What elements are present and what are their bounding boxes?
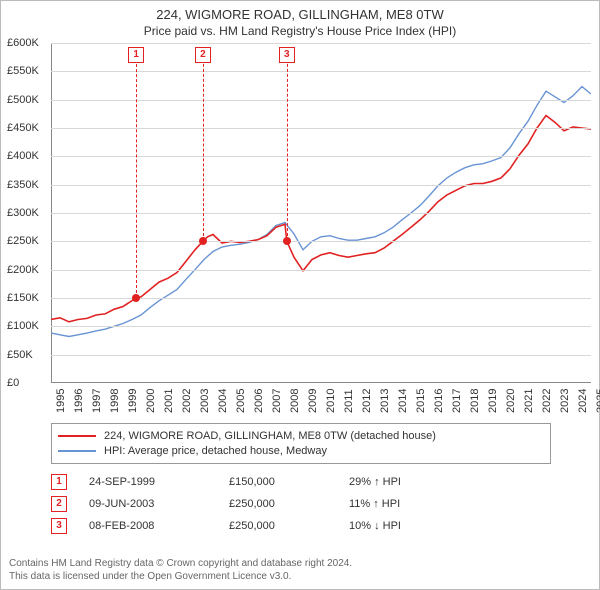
x-tick-label: 2002	[181, 389, 193, 413]
x-tick-label: 1998	[109, 389, 121, 413]
gridline	[51, 71, 591, 72]
x-tick-label: 2014	[397, 389, 409, 413]
gridline	[51, 355, 591, 356]
gridline	[51, 43, 591, 44]
transaction-marker-line	[136, 49, 137, 298]
y-tick-label: £450K	[7, 122, 39, 134]
gridline	[51, 213, 591, 214]
transaction-index-box: 1	[51, 474, 67, 490]
y-tick-label: £250K	[7, 235, 39, 247]
x-tick-label: 2015	[415, 389, 427, 413]
transactions-table: 1 24-SEP-1999£150,00029% ↑ HPI 2 09-JUN-200…	[51, 471, 551, 537]
legend-row-hpi: HPI: Average price, detached house, Medw…	[58, 443, 544, 458]
x-tick-label: 2012	[361, 389, 373, 413]
y-tick-label: £400K	[7, 150, 39, 162]
transaction-date: 09-JUN-2003	[89, 498, 229, 510]
x-tick-label: 2016	[433, 389, 445, 413]
x-tick-label: 2025	[595, 389, 600, 413]
title-sub: Price paid vs. HM Land Registry's House …	[1, 22, 599, 42]
x-tick-label: 1995	[55, 389, 67, 413]
x-tick-label: 2009	[307, 389, 319, 413]
x-tick-label: 2000	[145, 389, 157, 413]
transaction-row: 2 09-JUN-2003£250,00011% ↑ HPI	[51, 493, 551, 515]
x-tick-label: 1999	[127, 389, 139, 413]
gridline	[51, 241, 591, 242]
gridline	[51, 156, 591, 157]
gridline	[51, 128, 591, 129]
x-tick-label: 2019	[487, 389, 499, 413]
x-tick-label: 2018	[469, 389, 481, 413]
transaction-date: 08-FEB-2008	[89, 520, 229, 532]
x-tick-label: 2013	[379, 389, 391, 413]
y-tick-label: £350K	[7, 179, 39, 191]
plot-area: 1 2 3	[51, 43, 591, 383]
y-tick-label: £0	[7, 377, 19, 389]
legend-row-property: 224, WIGMORE ROAD, GILLINGHAM, ME8 0TW (…	[58, 428, 544, 443]
title-main: 224, WIGMORE ROAD, GILLINGHAM, ME8 0TW	[1, 1, 599, 22]
chart-zone: 1 2 3 £0 £50K £100K £150K £200K £250K £300K £350K…	[1, 43, 599, 417]
y-tick-label: £500K	[7, 94, 39, 106]
y-tick-label: £150K	[7, 292, 39, 304]
x-tick-label: 2021	[523, 389, 535, 413]
y-tick-label: £50K	[7, 349, 33, 361]
transaction-row: 1 24-SEP-1999£150,00029% ↑ HPI	[51, 471, 551, 493]
x-tick-label: 2023	[559, 389, 571, 413]
x-tick-label: 2020	[505, 389, 517, 413]
x-tick-label: 2022	[541, 389, 553, 413]
x-tick-label: 2006	[253, 389, 265, 413]
x-tick-label: 1997	[91, 389, 103, 413]
legend-swatch-hpi	[58, 450, 96, 452]
transaction-marker-dot	[199, 237, 207, 245]
gridline	[51, 270, 591, 271]
gridline	[51, 185, 591, 186]
transaction-delta: 10% ↓ HPI	[349, 520, 449, 532]
y-tick-label: £200K	[7, 264, 39, 276]
footer-line1: Contains HM Land Registry data © Crown c…	[9, 558, 593, 571]
transaction-marker-box: 1	[128, 47, 144, 63]
transaction-price: £250,000	[229, 498, 349, 510]
gridline	[51, 326, 591, 327]
y-tick-label: £100K	[7, 320, 39, 332]
y-tick-label: £600K	[7, 37, 39, 49]
transaction-delta: 11% ↑ HPI	[349, 498, 449, 510]
transaction-marker-dot	[132, 294, 140, 302]
x-tick-label: 2001	[163, 389, 175, 413]
transaction-delta: 29% ↑ HPI	[349, 476, 449, 488]
transaction-marker-box: 3	[279, 47, 295, 63]
legend-text-hpi: HPI: Average price, detached house, Medw…	[104, 445, 327, 457]
x-tick-label: 1996	[73, 389, 85, 413]
transaction-index-box: 3	[51, 518, 67, 534]
x-tick-label: 2008	[289, 389, 301, 413]
transaction-price: £150,000	[229, 476, 349, 488]
transaction-date: 24-SEP-1999	[89, 476, 229, 488]
y-tick-label: £550K	[7, 65, 39, 77]
chart-container: 224, WIGMORE ROAD, GILLINGHAM, ME8 0TW P…	[0, 0, 600, 590]
transaction-marker-line	[287, 49, 288, 241]
x-tick-label: 2003	[199, 389, 211, 413]
transaction-row: 3 08-FEB-2008£250,00010% ↓ HPI	[51, 515, 551, 537]
x-tick-label: 2017	[451, 389, 463, 413]
x-tick-label: 2004	[217, 389, 229, 413]
series-property	[51, 116, 591, 322]
legend: 224, WIGMORE ROAD, GILLINGHAM, ME8 0TW (…	[51, 423, 551, 464]
x-tick-label: 2011	[343, 389, 355, 413]
legend-swatch-property	[58, 435, 96, 437]
x-tick-label: 2024	[577, 389, 589, 413]
x-tick-label: 2010	[325, 389, 337, 413]
transaction-marker-dot	[283, 237, 291, 245]
transaction-index-box: 2	[51, 496, 67, 512]
transaction-price: £250,000	[229, 520, 349, 532]
transaction-marker-line	[203, 49, 204, 241]
footer-line2: This data is licensed under the Open Gov…	[9, 571, 593, 584]
footer: Contains HM Land Registry data © Crown c…	[9, 558, 593, 583]
x-tick-label: 2005	[235, 389, 247, 413]
transaction-marker-box: 2	[195, 47, 211, 63]
gridline	[51, 100, 591, 101]
x-tick-label: 2007	[271, 389, 283, 413]
y-tick-label: £300K	[7, 207, 39, 219]
legend-text-property: 224, WIGMORE ROAD, GILLINGHAM, ME8 0TW (…	[104, 430, 436, 442]
